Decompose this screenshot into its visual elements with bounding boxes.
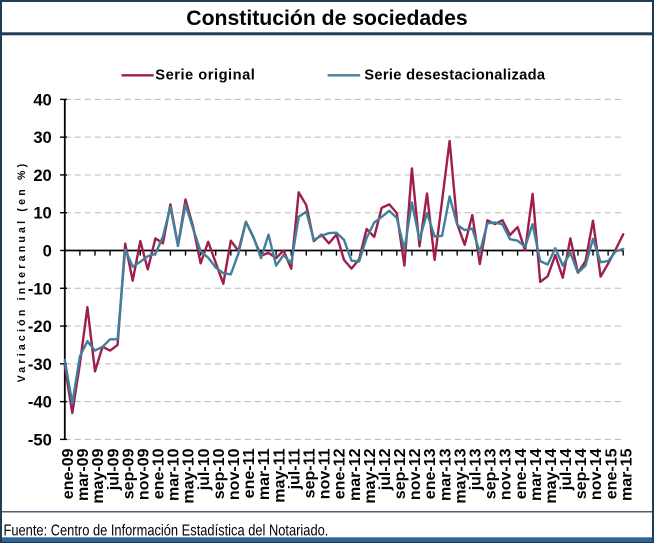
svg-text:may-14: may-14	[543, 448, 560, 503]
svg-text:mar-13: mar-13	[437, 448, 454, 501]
svg-text:Variación interanual (en %): Variación interanual (en %)	[16, 161, 28, 383]
svg-text:Serie desestacionalizada: Serie desestacionalizada	[364, 67, 546, 83]
svg-text:sep-13: sep-13	[483, 448, 500, 499]
svg-text:mar-15: mar-15	[618, 448, 635, 501]
svg-text:ene-13: ene-13	[422, 448, 439, 499]
svg-text:-10: -10	[28, 279, 52, 298]
svg-text:mar-11: mar-11	[256, 448, 273, 500]
svg-text:mar-12: mar-12	[347, 448, 364, 501]
svg-text:Serie original: Serie original	[155, 67, 255, 83]
svg-text:ene-09: ene-09	[60, 448, 77, 499]
svg-text:nov-14: nov-14	[588, 448, 605, 500]
svg-text:40: 40	[33, 90, 51, 109]
svg-text:mar-14: mar-14	[528, 448, 545, 501]
svg-text:ene-15: ene-15	[603, 448, 620, 499]
svg-text:-20: -20	[28, 317, 52, 336]
svg-text:nov-10: nov-10	[226, 448, 243, 500]
svg-text:ene-10: ene-10	[151, 448, 168, 499]
svg-text:0: 0	[43, 242, 52, 261]
svg-text:sep-11: sep-11	[301, 448, 318, 498]
svg-text:mar-10: mar-10	[166, 448, 183, 501]
svg-text:20: 20	[33, 166, 51, 185]
svg-text:30: 30	[33, 128, 51, 147]
svg-text:mar-09: mar-09	[75, 448, 92, 501]
svg-text:10: 10	[33, 204, 51, 223]
svg-text:jul-09: jul-09	[105, 448, 122, 491]
svg-text:sep-09: sep-09	[120, 448, 137, 499]
svg-text:sep-10: sep-10	[211, 448, 228, 499]
svg-text:ene-11: ene-11	[241, 448, 258, 498]
svg-text:-30: -30	[28, 355, 52, 374]
svg-text:ene-14: ene-14	[513, 448, 530, 499]
svg-text:sep-14: sep-14	[573, 448, 590, 499]
svg-text:jul-11: jul-11	[286, 448, 303, 490]
svg-text:may-09: may-09	[90, 448, 107, 503]
svg-text:jul-13: jul-13	[467, 448, 484, 491]
svg-text:-40: -40	[28, 393, 52, 412]
svg-text:nov-09: nov-09	[135, 448, 152, 500]
svg-text:ene-12: ene-12	[332, 448, 349, 499]
svg-text:nov-11: nov-11	[317, 448, 334, 499]
svg-text:may-10: may-10	[181, 448, 198, 503]
svg-text:nov-13: nov-13	[498, 448, 515, 500]
svg-text:may-13: may-13	[452, 448, 469, 503]
svg-text:jul-14: jul-14	[558, 448, 575, 491]
svg-text:may-12: may-12	[362, 448, 379, 503]
svg-text:Fuente: Centro de Información: Fuente: Centro de Información Estadístic…	[4, 522, 329, 540]
svg-text:nov-12: nov-12	[407, 448, 424, 500]
svg-text:Constitución de sociedades: Constitución de sociedades	[186, 7, 467, 30]
svg-text:may-11: may-11	[271, 448, 288, 502]
svg-text:jul-10: jul-10	[196, 448, 213, 491]
svg-text:jul-12: jul-12	[377, 448, 394, 491]
svg-text:-50: -50	[28, 430, 52, 449]
svg-text:sep-12: sep-12	[392, 448, 409, 499]
